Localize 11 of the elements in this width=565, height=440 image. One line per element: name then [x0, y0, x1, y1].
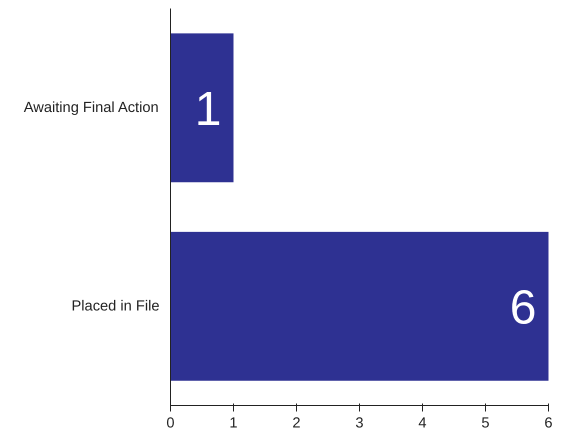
x-tick-label: 4 [418, 416, 427, 432]
x-tick-label: 6 [544, 416, 553, 432]
x-tick-label: 0 [166, 416, 175, 432]
data-label: 6 [510, 281, 537, 334]
data-label: 1 [194, 82, 222, 136]
y-tick-label: Placed in File [72, 298, 160, 314]
y-tick-label: Awaiting Final Action [24, 100, 159, 116]
x-tick-label: 1 [229, 416, 238, 432]
x-tick-label: 3 [355, 416, 364, 432]
x-tick-label: 2 [292, 416, 301, 432]
x-tick-label: 5 [481, 416, 490, 432]
